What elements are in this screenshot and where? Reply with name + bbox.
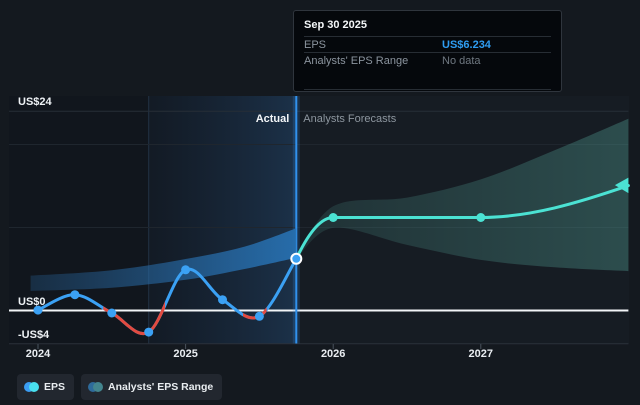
- legend-range-label: Analysts' EPS Range: [108, 381, 214, 393]
- forecast-point[interactable]: [476, 213, 486, 222]
- eps-point[interactable]: [218, 295, 227, 305]
- forecast-end-marker: [614, 177, 629, 194]
- tooltip-range-value: No data: [442, 54, 481, 67]
- highlighted-eps-point[interactable]: [290, 252, 303, 265]
- eps-point[interactable]: [144, 327, 154, 337]
- tooltip-eps-value: US$6.234: [442, 38, 491, 51]
- range-series-icon: [88, 382, 104, 392]
- actual-region-label: Actual: [255, 113, 290, 125]
- eps-point[interactable]: [254, 311, 264, 321]
- hover-tooltip: Sep 30 2025 EPS US$6.234 Analysts' EPS R…: [293, 10, 562, 92]
- analysts-range-band-actual: [30, 228, 297, 291]
- legend: EPS Analysts' EPS Range: [17, 374, 223, 400]
- tooltip-range-label: Analysts' EPS Range: [304, 54, 409, 67]
- highlight-year-band: [148, 96, 297, 344]
- tooltip-row-range: Analysts' EPS Range No data: [304, 53, 551, 68]
- x-axis-label: 2026: [320, 348, 346, 360]
- forecast-point[interactable]: [328, 213, 338, 222]
- forecast-region-label: Analysts Forecasts: [303, 113, 397, 125]
- analysts-range-band-forecast: [296, 118, 629, 272]
- eps-point[interactable]: [107, 308, 117, 318]
- legend-eps-label: EPS: [44, 381, 66, 393]
- x-axis-label: 2025: [173, 348, 198, 360]
- y-axis-label: US$0: [18, 295, 46, 308]
- eps-series-icon: [24, 382, 39, 392]
- eps-point[interactable]: [70, 290, 80, 300]
- y-axis-label: US$24: [18, 96, 52, 109]
- tooltip-date: Sep 30 2025: [304, 17, 551, 37]
- legend-range-toggle[interactable]: Analysts' EPS Range: [81, 374, 223, 400]
- tooltip-row-eps: EPS US$6.234: [304, 37, 551, 53]
- x-axis-label: 2027: [468, 348, 494, 360]
- eps-point[interactable]: [33, 305, 43, 315]
- tooltip-divider: [304, 89, 551, 90]
- y-axis-label: -US$4: [18, 328, 50, 341]
- x-axis-label: 2024: [25, 348, 51, 360]
- tooltip-eps-label: EPS: [304, 38, 327, 51]
- eps-point[interactable]: [181, 265, 191, 275]
- legend-eps-toggle[interactable]: EPS: [17, 374, 75, 400]
- eps-forecast-line: [294, 184, 630, 261]
